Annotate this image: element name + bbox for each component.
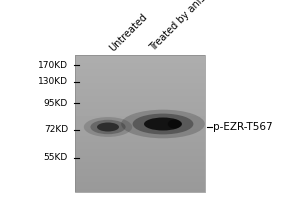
Text: 55KD: 55KD <box>44 154 68 162</box>
Bar <box>75 55 205 192</box>
Text: 130KD: 130KD <box>38 77 68 86</box>
Text: Treated by anisomycin: Treated by anisomycin <box>148 0 233 53</box>
Text: 95KD: 95KD <box>44 98 68 108</box>
Text: Untreated: Untreated <box>107 11 149 53</box>
Text: 170KD: 170KD <box>38 60 68 70</box>
Text: 72KD: 72KD <box>44 126 68 134</box>
Ellipse shape <box>121 110 205 138</box>
Text: p-EZR-T567: p-EZR-T567 <box>213 122 273 132</box>
Ellipse shape <box>84 117 132 137</box>
Ellipse shape <box>133 114 194 134</box>
Ellipse shape <box>144 117 182 130</box>
Ellipse shape <box>97 122 119 132</box>
Ellipse shape <box>90 120 126 134</box>
Ellipse shape <box>168 119 181 129</box>
